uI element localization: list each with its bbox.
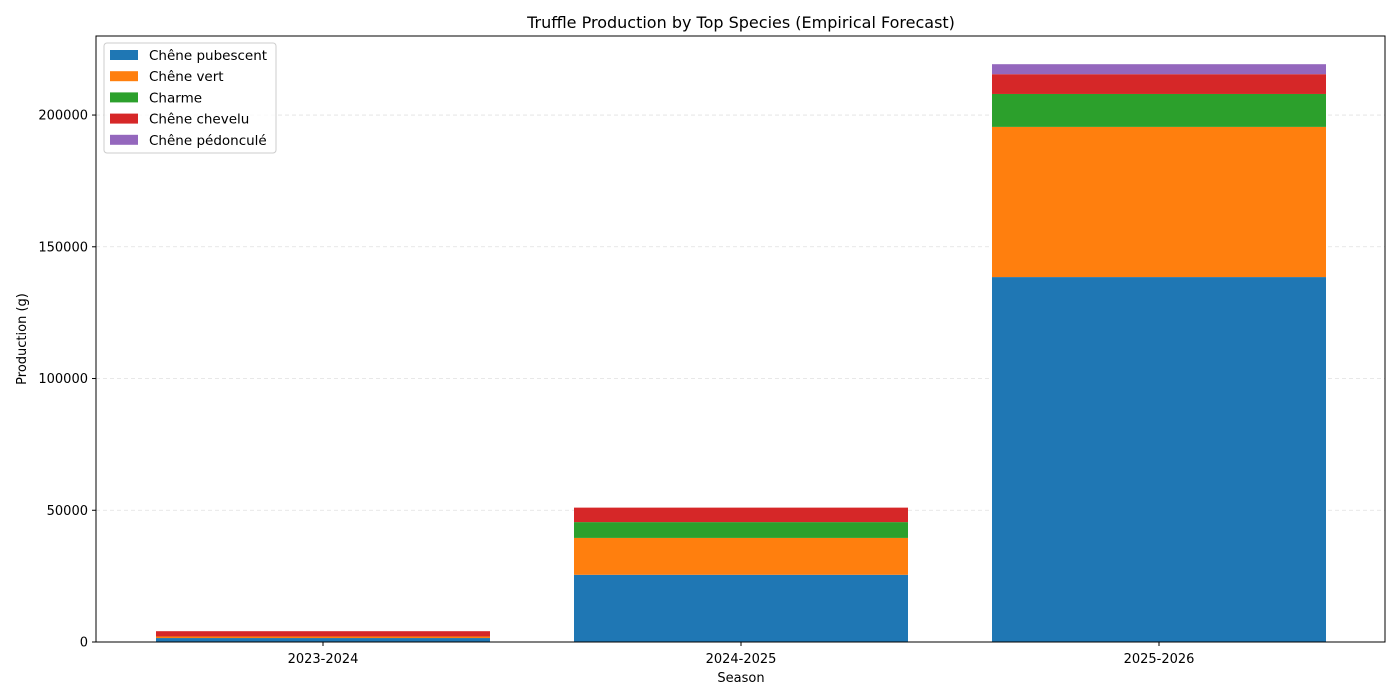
y-axis: 0 50000 100000 150000 200000 (38, 109, 96, 651)
bar-segment (574, 574, 908, 642)
bar-segment (574, 507, 908, 523)
legend-box (103, 42, 277, 154)
legend-entry: Charme (149, 90, 202, 106)
bar-segment (156, 638, 490, 642)
x-tick-label: 2024-2025 (706, 652, 777, 667)
bar-segment (992, 74, 1326, 94)
bar-segment (156, 636, 490, 639)
bar-segment (574, 522, 908, 538)
legend: Chêne pubescent Chêne vert Charme Chêne che… (103, 42, 277, 154)
y-tick-label: 150000 (38, 240, 88, 255)
bar-segment (574, 537, 908, 575)
legend-entry: Chêne vert (149, 69, 224, 85)
bar-segment (156, 631, 490, 637)
x-tick-label: 2023-2024 (288, 652, 359, 667)
bar-segment (992, 93, 1326, 127)
x-tick-label: 2025-2026 (1124, 652, 1195, 667)
legend-swatch (110, 113, 138, 124)
x-axis: 2023-2024 2024-2025 2025-2026 (288, 642, 1195, 667)
bar-segment (992, 126, 1326, 278)
x-axis-label: Season (717, 671, 764, 686)
legend-swatch (110, 92, 138, 103)
bars (156, 64, 1326, 642)
y-axis-label: Production (g) (15, 293, 30, 385)
legend-entry: Chêne chevelu (149, 112, 249, 128)
legend-swatch (110, 134, 138, 145)
y-tick-label: 200000 (38, 109, 88, 124)
legend-swatch (110, 71, 138, 82)
legend-entry: Chêne pédonculé (149, 133, 267, 149)
bar-segment (992, 277, 1326, 642)
y-tick-label: 100000 (38, 372, 88, 387)
y-tick-label: 50000 (47, 504, 88, 519)
chart-title: Truffle Production by Top Species (Empir… (526, 13, 955, 32)
legend-entry: Chêne pubescent (149, 48, 267, 64)
legend-swatch (110, 50, 138, 60)
y-tick-label: 0 (80, 636, 88, 651)
bar-segment (992, 64, 1326, 75)
